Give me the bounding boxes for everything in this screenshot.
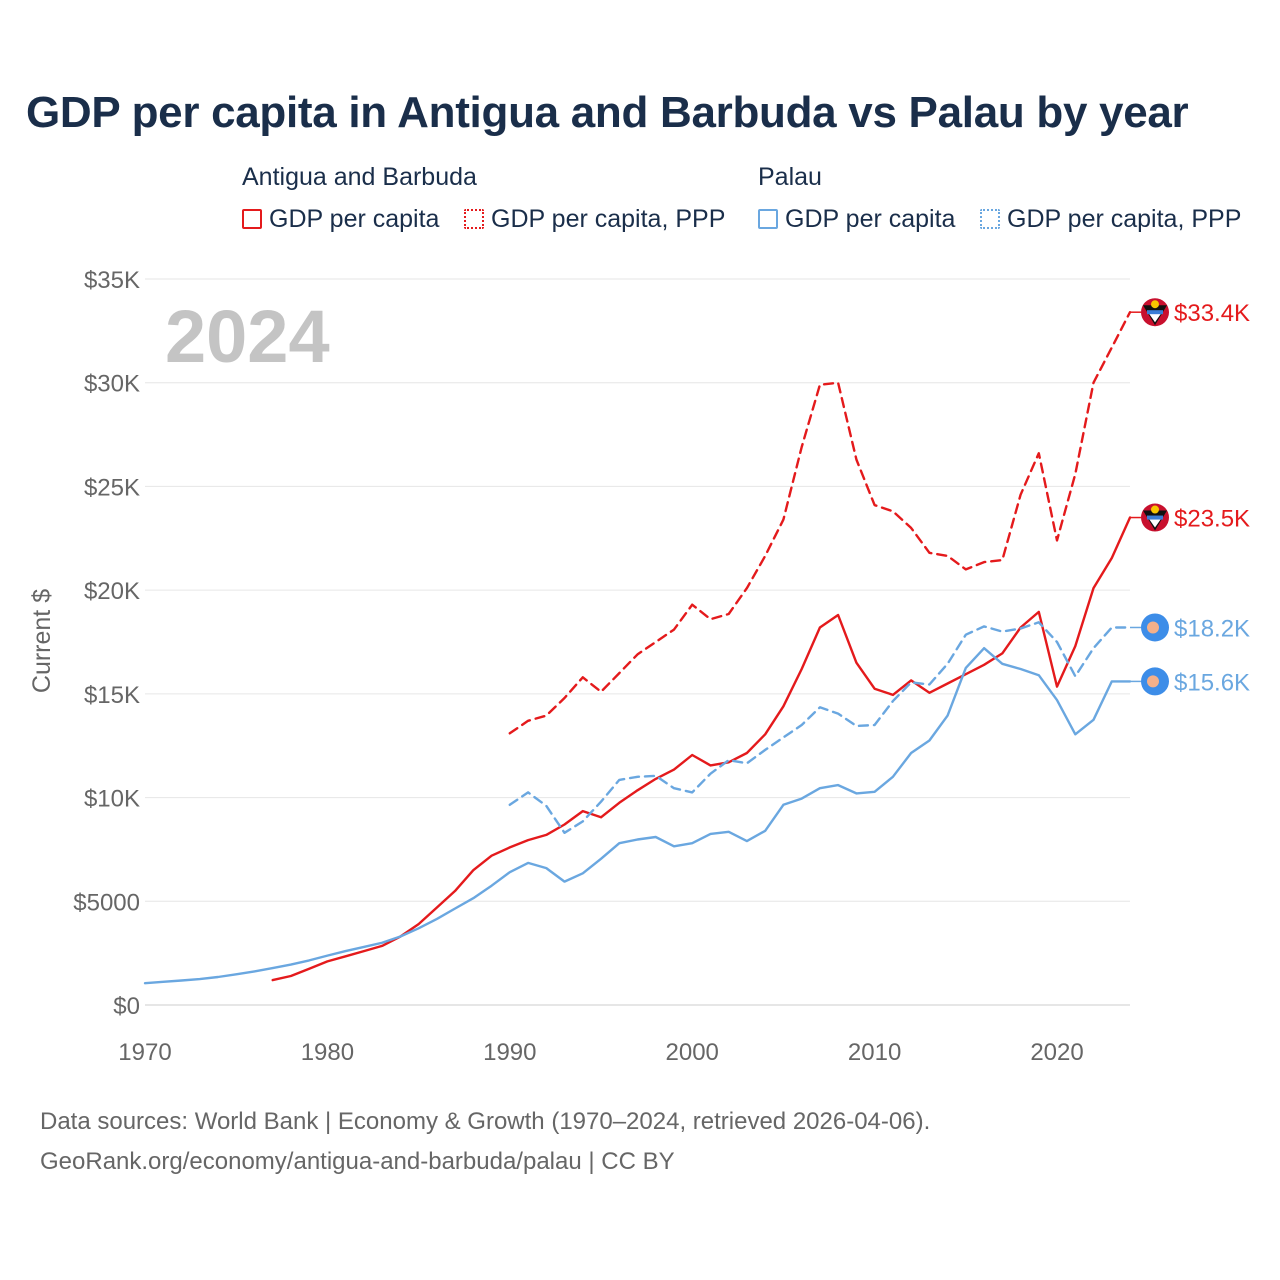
footer-sources: Data sources: World Bank | Economy & Gro… <box>40 1108 931 1135</box>
footer-url: GeoRank.org/economy/antigua-and-barbuda/… <box>40 1148 675 1175</box>
legend-label-antigua-gdp: GDP per capita <box>269 204 440 233</box>
y-axis-title: Current $ <box>28 589 56 693</box>
end-value-label: $23.5K <box>1174 506 1250 533</box>
series-line-1 <box>508 311 1132 735</box>
y-tick-label: $0 <box>113 993 140 1020</box>
y-axis: $0 $5000 $10K $15K $20K $25K $30K $35K <box>73 267 140 1020</box>
legend-item-antigua-ppp[interactable]: GDP per capita, PPP <box>464 204 725 234</box>
legend-swatch-palau-ppp <box>980 209 1000 229</box>
end-value-label: $18.2K <box>1174 615 1250 642</box>
legend-group-antigua: Antigua and Barbuda <box>242 163 477 191</box>
palau-flag-icon <box>1141 613 1169 642</box>
x-tick-label: 1970 <box>118 1039 171 1066</box>
series <box>143 311 1132 985</box>
legend-label-palau-gdp: GDP per capita <box>785 204 956 233</box>
legend-swatch-palau-gdp <box>758 209 778 229</box>
legend-item-palau-gdp[interactable]: GDP per capita <box>758 204 955 234</box>
y-tick-label: $35K <box>84 267 140 294</box>
y-tick-label: $30K <box>84 371 140 398</box>
antigua-flag-icon <box>1141 298 1169 327</box>
legend-label-palau-ppp: GDP per capita, PPP <box>1007 204 1242 233</box>
x-tick-label: 2010 <box>848 1039 901 1066</box>
palau-flag-icon <box>1141 667 1169 696</box>
y-tick-label: $15K <box>84 682 140 709</box>
x-tick-label: 2000 <box>666 1039 719 1066</box>
series-line-2 <box>143 647 1132 985</box>
x-tick-label: 1980 <box>301 1039 354 1066</box>
series-line-3 <box>508 621 1132 834</box>
y-tick-label: $20K <box>84 578 140 605</box>
end-value-label: $15.6K <box>1174 669 1250 696</box>
end-labels: $23.5K $33.4K $15.6K $18.2K <box>1130 298 1250 696</box>
legend-label-antigua-ppp: GDP per capita, PPP <box>491 204 726 233</box>
y-tick-label: $5000 <box>73 889 140 916</box>
x-tick-label: 1990 <box>483 1039 536 1066</box>
grid <box>145 278 1130 1006</box>
y-tick-label: $10K <box>84 786 140 813</box>
legend-swatch-antigua-gdp <box>242 209 262 229</box>
antigua-flag-icon <box>1141 503 1169 532</box>
legend-group-palau: Palau <box>758 163 822 191</box>
y-tick-label: $25K <box>84 474 140 501</box>
x-tick-label: 2020 <box>1030 1039 1083 1066</box>
legend-swatch-antigua-ppp <box>464 209 484 229</box>
legend-item-antigua-gdp[interactable]: GDP per capita <box>242 204 439 234</box>
series-line-0 <box>271 516 1132 982</box>
end-value-label: $33.4K <box>1174 300 1250 327</box>
year-watermark: 2024 <box>165 295 330 378</box>
x-axis: 1970 1980 1990 2000 2010 2020 <box>118 1039 1083 1066</box>
chart-title: GDP per capita in Antigua and Barbuda vs… <box>26 88 1189 137</box>
legend-item-palau-ppp[interactable]: GDP per capita, PPP <box>980 204 1241 234</box>
